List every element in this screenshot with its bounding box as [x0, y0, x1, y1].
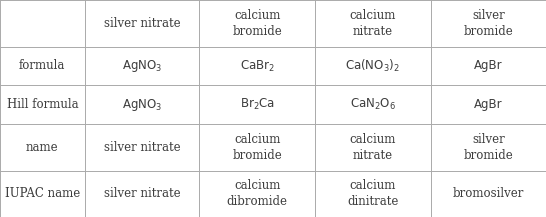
Text: silver nitrate: silver nitrate [104, 187, 180, 200]
Text: bromosilver: bromosilver [453, 187, 524, 200]
Text: name: name [26, 141, 58, 154]
Text: $\mathregular{Ca(NO_3)_2}$: $\mathregular{Ca(NO_3)_2}$ [346, 58, 400, 74]
Text: silver nitrate: silver nitrate [104, 141, 180, 154]
Text: silver nitrate: silver nitrate [104, 17, 180, 30]
Text: silver
bromide: silver bromide [464, 9, 513, 38]
Text: calcium
nitrate: calcium nitrate [350, 133, 396, 162]
Text: $\mathregular{CaN_2O_6}$: $\mathregular{CaN_2O_6}$ [350, 97, 396, 112]
Text: calcium
bromide: calcium bromide [232, 9, 282, 38]
Text: calcium
dinitrate: calcium dinitrate [347, 179, 399, 208]
Text: formula: formula [19, 59, 66, 72]
Text: $\mathregular{AgNO_3}$: $\mathregular{AgNO_3}$ [122, 97, 162, 113]
Text: $\mathregular{Br_2Ca}$: $\mathregular{Br_2Ca}$ [240, 97, 275, 112]
Text: AgBr: AgBr [474, 59, 503, 72]
Text: silver
bromide: silver bromide [464, 133, 513, 162]
Text: calcium
bromide: calcium bromide [232, 133, 282, 162]
Text: calcium
dibromide: calcium dibromide [227, 179, 288, 208]
Text: IUPAC name: IUPAC name [5, 187, 80, 200]
Text: AgBr: AgBr [474, 98, 503, 111]
Text: calcium
nitrate: calcium nitrate [350, 9, 396, 38]
Text: $\mathregular{CaBr_2}$: $\mathregular{CaBr_2}$ [240, 58, 275, 74]
Text: Hill formula: Hill formula [7, 98, 78, 111]
Text: $\mathregular{AgNO_3}$: $\mathregular{AgNO_3}$ [122, 58, 162, 74]
